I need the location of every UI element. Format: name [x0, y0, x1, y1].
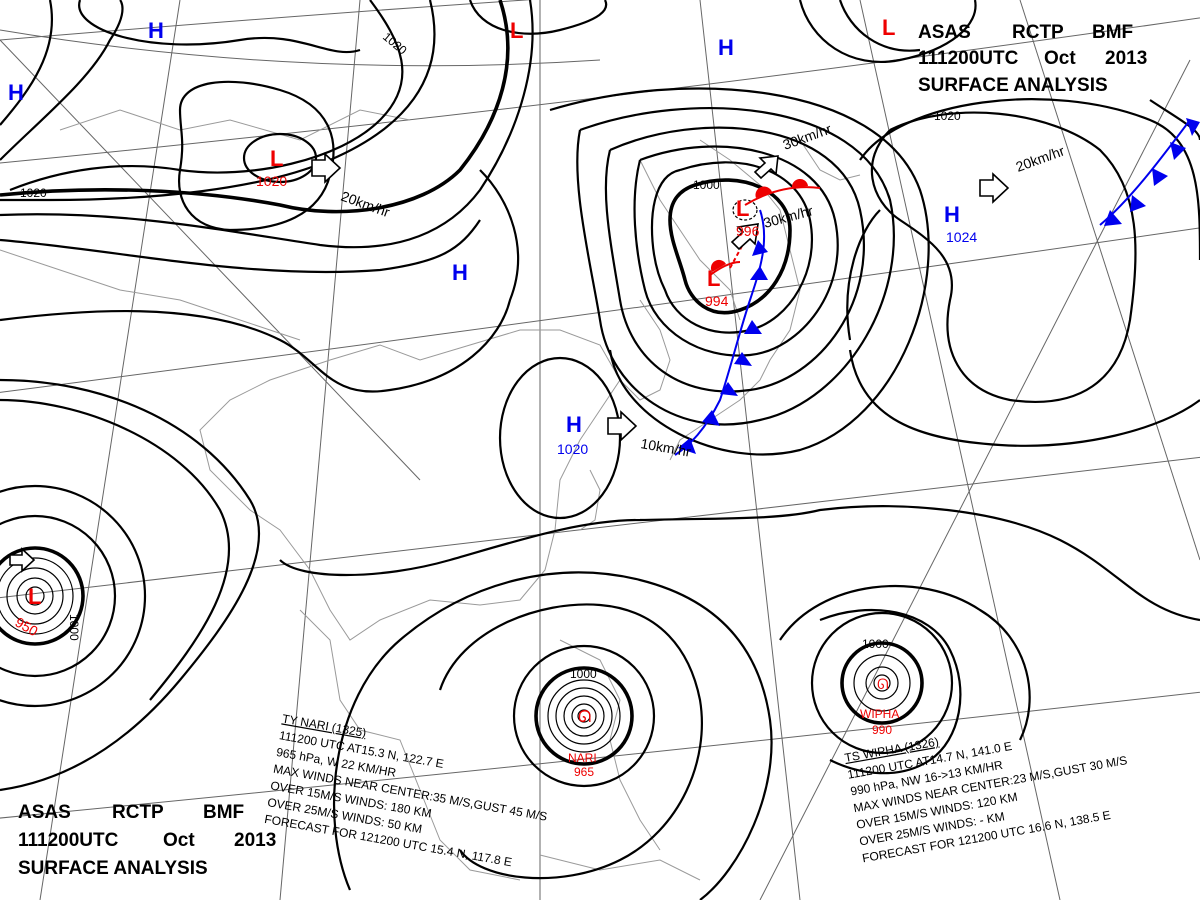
- cold-front-barb: [1170, 142, 1186, 160]
- cold-front-barb: [1104, 210, 1122, 226]
- high-marker: H: [148, 18, 164, 43]
- isobar-label: 1020: [20, 186, 47, 200]
- bulletin-nari: TY NARI (1325) 111200 UTC AT15.3 N, 122.…: [263, 711, 548, 869]
- storm-pressure: 990: [872, 723, 892, 737]
- isobar-label: 1020: [934, 109, 961, 123]
- typhoon-nari-isobars: [512, 644, 656, 788]
- low-marker: L: [270, 146, 283, 171]
- arrow-right-icon: [979, 172, 1010, 204]
- pressure-centers: H H L L 1020 H H 1020 H L 996 L 994 L H …: [8, 15, 977, 639]
- warm-front-bump: [791, 178, 808, 188]
- typhoon-icon: ᘏ: [578, 707, 591, 726]
- cold-front-barb: [1152, 168, 1168, 186]
- header-time: Oct: [1044, 48, 1076, 69]
- storm-wipha-isobars: [810, 611, 954, 755]
- header-top: ASAS RCTP BMF 111200UTC Oct 2013 SURFACE…: [918, 22, 1147, 96]
- low-pressure-value: 996: [736, 223, 760, 239]
- header-time: 2013: [1105, 48, 1147, 69]
- storm-pressure: 965: [574, 765, 594, 779]
- isobar-label: 1000: [862, 637, 889, 651]
- motion-arrows: [9, 152, 1010, 573]
- cold-front-barb: [752, 240, 768, 256]
- storm-name: WIPHA: [860, 707, 899, 721]
- cold-front-barb: [702, 410, 720, 426]
- typhoon-icon: ᘏ: [877, 677, 889, 693]
- speed-label: 20km/hr: [339, 188, 392, 220]
- arrow-upright-icon: [753, 155, 779, 180]
- arrow-right-icon: [9, 547, 36, 573]
- isobar-label: 1020: [380, 30, 410, 58]
- header-station: ASAS: [918, 22, 971, 43]
- speed-label: 30km/hr: [781, 120, 834, 152]
- cold-front-barb: [750, 266, 768, 280]
- cold-front: [674, 118, 1200, 456]
- low-marker: L: [28, 584, 41, 609]
- isobar-label: 1000: [570, 667, 597, 681]
- cold-front-barb: [678, 438, 696, 454]
- low-pressure-value: 994: [705, 293, 729, 309]
- header-station: BMF: [1092, 22, 1133, 43]
- cold-front-barb: [744, 320, 762, 334]
- tropical-storms: ᘏ NARI 965 ᘏ WIPHA 990: [568, 677, 899, 779]
- arrow-right-icon: [311, 152, 342, 184]
- high-marker: H: [944, 202, 960, 227]
- high-pressure-value: 1024: [946, 229, 977, 245]
- header-time: 2013: [234, 830, 276, 851]
- header-time: 111200UTC: [918, 48, 1019, 69]
- cold-front-barb: [734, 352, 752, 366]
- header-time: Oct: [163, 830, 195, 851]
- header-title: SURFACE ANALYSIS: [18, 858, 208, 879]
- storm-name: NARI: [568, 751, 597, 765]
- low-marker: L: [882, 15, 895, 40]
- isobar-label: 1000: [693, 178, 720, 192]
- low-marker: L: [510, 18, 523, 43]
- high-marker: H: [566, 412, 582, 437]
- low-marker: L: [736, 196, 749, 221]
- cold-front-barb: [1130, 195, 1146, 212]
- header-station: ASAS: [18, 802, 71, 823]
- warm-front-bump: [755, 186, 772, 198]
- high-marker: H: [718, 35, 734, 60]
- header-bottom: ASAS RCTP BMF 111200UTC Oct 2013 SURFACE…: [18, 802, 276, 879]
- isobar-label: 1000: [67, 614, 81, 641]
- cold-front-barb: [1186, 118, 1200, 136]
- speed-label: 20km/hr: [1014, 142, 1067, 174]
- high-marker: H: [452, 260, 468, 285]
- header-time: 111200UTC: [18, 830, 119, 851]
- header-station: RCTP: [112, 802, 164, 823]
- arrow-right-icon: [607, 410, 638, 442]
- warm-front-bump: [710, 259, 726, 272]
- header-station: BMF: [203, 802, 244, 823]
- motion-speed-labels: 20km/hr 30km/hr 30km/hr 20km/hr 10km/hr: [339, 120, 1067, 459]
- high-marker: H: [8, 80, 24, 105]
- arrow-upright-icon: [730, 223, 759, 251]
- header-title: SURFACE ANALYSIS: [918, 75, 1108, 96]
- low-marker: L: [707, 266, 720, 291]
- header-station: RCTP: [1012, 22, 1064, 43]
- low-pressure-value: 1020: [256, 173, 287, 189]
- high-pressure-value: 1020: [557, 441, 588, 457]
- west-low-isobars: [0, 484, 147, 708]
- cold-front-barb: [720, 382, 738, 396]
- speed-label: 10km/hr: [639, 435, 692, 460]
